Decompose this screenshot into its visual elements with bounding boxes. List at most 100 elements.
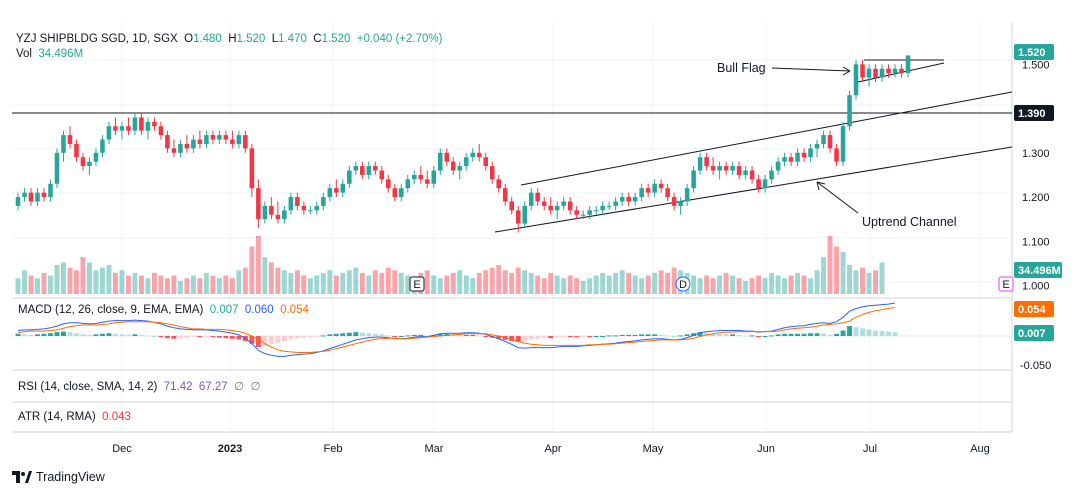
volume-bar	[359, 272, 365, 294]
hist-tag: 0.007	[1014, 325, 1054, 341]
macd-hist-bar	[327, 334, 333, 336]
macd-hist-bar	[801, 333, 807, 336]
candle-body	[509, 201, 514, 211]
volume-bar	[522, 270, 528, 294]
time-axis-label: Jun	[757, 443, 775, 455]
macd-hist-bar	[821, 333, 827, 336]
volume-bar	[333, 275, 339, 294]
volume-bar	[580, 280, 586, 294]
macd-hist-bar	[626, 334, 632, 336]
volume-bar	[158, 275, 164, 294]
volume-bar	[717, 275, 723, 294]
macd-hist-bar	[54, 332, 60, 336]
candle-body	[48, 183, 53, 198]
high-value: 1.520	[236, 33, 266, 45]
macd-hist-bar	[795, 333, 801, 336]
candle-body	[301, 205, 307, 211]
volume-bar	[392, 270, 398, 294]
time-axis-label: 2023	[218, 443, 242, 455]
volume-bar	[275, 267, 281, 294]
macd-hist-bar	[268, 336, 274, 345]
volume-bar	[782, 278, 788, 294]
low-value: 1.470	[278, 33, 307, 45]
candle-body	[600, 205, 605, 211]
candle-body	[308, 210, 313, 212]
time-axis-label: Feb	[324, 443, 343, 455]
volume-bar	[236, 270, 242, 294]
macd-hist-bar	[840, 330, 846, 336]
volume-bar	[645, 275, 651, 294]
volume-bar	[138, 275, 144, 294]
candle-body	[567, 201, 573, 211]
last-price-tag: 1.520	[1014, 44, 1054, 60]
candle-body	[834, 148, 839, 162]
macd-hist-bar	[541, 336, 547, 339]
macd-hist-bar	[684, 334, 690, 336]
candle-body	[113, 126, 118, 131]
marker-text: D	[679, 279, 687, 291]
tag-text: 0.007	[1018, 328, 1046, 340]
macd-hist-bar	[606, 335, 612, 337]
candle-body	[905, 55, 911, 74]
candle-body	[87, 161, 92, 167]
candle-body	[619, 197, 625, 202]
candle-body	[457, 166, 463, 171]
volume-bar	[249, 246, 255, 294]
candle-body	[145, 121, 151, 131]
candle-body	[106, 126, 112, 140]
candle-body	[184, 143, 190, 149]
candle-body	[847, 95, 852, 127]
volume-bar	[671, 267, 677, 294]
candle-body	[483, 157, 489, 167]
macd-hist-bar	[814, 333, 820, 336]
volume-bar	[216, 278, 222, 294]
candle-body	[412, 174, 417, 180]
volume-bar	[860, 267, 865, 294]
candle-body	[788, 157, 794, 162]
macd-hist-bar	[385, 335, 391, 337]
volume-bar	[502, 270, 508, 294]
macd-hist-bar	[86, 334, 92, 336]
candle-body	[541, 201, 547, 206]
macd-hist-bar	[483, 336, 489, 337]
candle-body	[574, 210, 579, 215]
volume-bar	[132, 272, 138, 294]
volume-bar	[73, 270, 79, 294]
bull-flag-arrow	[771, 67, 851, 72]
candle-body	[808, 148, 813, 158]
macd-hist-bar	[99, 333, 105, 336]
volume-bar	[340, 272, 346, 294]
volume-bar	[821, 257, 827, 294]
macd-hist-bar	[788, 333, 794, 336]
macd-hist-bar	[353, 332, 359, 336]
macd-hist-bar	[301, 336, 307, 338]
volume-bar	[463, 275, 469, 294]
macd-hist-bar	[359, 332, 365, 336]
candle-body	[801, 152, 807, 158]
macd-hist-bar	[184, 336, 190, 338]
macd-hist-bar	[470, 334, 476, 336]
volume-bar	[190, 275, 196, 294]
macd-hist-bar	[528, 336, 534, 340]
volume-bar	[112, 272, 118, 294]
macd-hist-bar	[80, 334, 86, 336]
volume-bar	[99, 267, 105, 294]
macd-histogram	[15, 326, 898, 347]
candle-body	[528, 192, 534, 206]
candle-body	[639, 188, 644, 198]
volume-bar	[470, 278, 476, 294]
macd-hist-bar	[106, 333, 112, 336]
volume-bar	[301, 275, 307, 294]
candle-body	[119, 126, 125, 131]
macd-hist-bar	[879, 331, 885, 336]
arrow-head	[842, 66, 851, 76]
macd-hist-bar	[853, 327, 859, 336]
volume-bar	[41, 272, 47, 294]
macd-hist-bar	[593, 336, 599, 337]
macd-hist-bar	[119, 334, 125, 336]
candle-body	[840, 126, 846, 162]
volume-bar	[541, 278, 547, 294]
macd-hist-bar	[223, 336, 229, 339]
tradingview-logo[interactable]: TradingView	[12, 470, 105, 484]
